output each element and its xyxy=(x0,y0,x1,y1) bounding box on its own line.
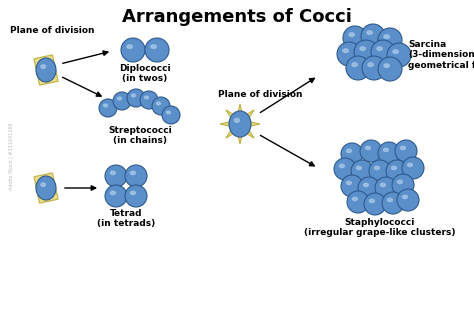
Ellipse shape xyxy=(378,28,402,52)
Ellipse shape xyxy=(103,104,108,107)
Ellipse shape xyxy=(131,94,136,97)
Text: Plane of division: Plane of division xyxy=(218,90,302,99)
Ellipse shape xyxy=(401,146,405,149)
Text: Diplococci
(in twos): Diplococci (in twos) xyxy=(119,64,171,83)
Ellipse shape xyxy=(395,140,417,162)
Ellipse shape xyxy=(356,166,361,170)
Ellipse shape xyxy=(383,148,388,152)
Ellipse shape xyxy=(156,102,161,105)
FancyBboxPatch shape xyxy=(34,173,58,203)
Ellipse shape xyxy=(362,56,386,80)
Ellipse shape xyxy=(402,157,424,179)
Ellipse shape xyxy=(140,91,158,109)
Ellipse shape xyxy=(343,26,367,50)
Ellipse shape xyxy=(110,191,115,195)
Ellipse shape xyxy=(368,63,374,66)
Ellipse shape xyxy=(378,142,400,164)
Ellipse shape xyxy=(377,47,383,51)
Ellipse shape xyxy=(369,160,391,182)
Ellipse shape xyxy=(365,146,370,149)
Ellipse shape xyxy=(145,38,169,62)
Ellipse shape xyxy=(127,89,145,107)
Ellipse shape xyxy=(347,191,369,213)
Ellipse shape xyxy=(387,198,392,202)
Ellipse shape xyxy=(162,106,180,124)
Ellipse shape xyxy=(349,33,355,36)
FancyBboxPatch shape xyxy=(34,55,58,85)
Ellipse shape xyxy=(337,42,361,66)
Ellipse shape xyxy=(392,174,414,196)
Text: Adobe Stock | #331641269: Adobe Stock | #331641269 xyxy=(8,122,13,190)
Text: Sarcina
(3-dimensional
geometrical forms): Sarcina (3-dimensional geometrical forms… xyxy=(408,40,474,70)
Ellipse shape xyxy=(361,24,385,48)
Ellipse shape xyxy=(358,177,380,199)
Ellipse shape xyxy=(375,177,397,199)
Ellipse shape xyxy=(346,149,351,153)
Ellipse shape xyxy=(341,175,363,197)
Ellipse shape xyxy=(130,191,136,195)
Ellipse shape xyxy=(127,45,132,48)
Ellipse shape xyxy=(41,65,46,69)
Ellipse shape xyxy=(110,171,115,174)
Ellipse shape xyxy=(384,35,389,39)
Ellipse shape xyxy=(397,189,419,211)
Ellipse shape xyxy=(334,158,356,180)
Ellipse shape xyxy=(105,165,127,187)
Ellipse shape xyxy=(351,160,373,182)
Ellipse shape xyxy=(393,50,398,53)
Ellipse shape xyxy=(360,140,382,162)
Ellipse shape xyxy=(121,38,145,62)
Ellipse shape xyxy=(354,40,378,64)
Ellipse shape xyxy=(364,183,368,186)
Ellipse shape xyxy=(374,166,379,170)
Ellipse shape xyxy=(378,57,402,81)
Ellipse shape xyxy=(99,99,117,117)
Ellipse shape xyxy=(118,97,121,100)
Ellipse shape xyxy=(41,183,46,186)
Ellipse shape xyxy=(384,64,389,67)
Ellipse shape xyxy=(352,63,357,66)
Ellipse shape xyxy=(382,192,404,214)
Ellipse shape xyxy=(125,185,147,207)
Ellipse shape xyxy=(229,111,251,137)
Text: Staphylococci
(irregular grape-like clusters): Staphylococci (irregular grape-like clus… xyxy=(304,218,456,237)
Ellipse shape xyxy=(341,143,363,165)
Ellipse shape xyxy=(343,49,348,52)
Ellipse shape xyxy=(130,171,136,174)
Text: Arrangements of Cocci: Arrangements of Cocci xyxy=(122,8,352,26)
Text: Plane of division: Plane of division xyxy=(10,26,94,35)
Ellipse shape xyxy=(392,166,396,170)
Ellipse shape xyxy=(166,111,171,114)
Ellipse shape xyxy=(339,164,345,167)
Ellipse shape xyxy=(346,181,351,185)
Ellipse shape xyxy=(367,31,373,34)
Ellipse shape xyxy=(386,160,408,182)
Polygon shape xyxy=(220,104,260,144)
Ellipse shape xyxy=(36,176,56,200)
Ellipse shape xyxy=(36,58,56,82)
Ellipse shape xyxy=(369,199,374,203)
Ellipse shape xyxy=(113,92,131,110)
Text: Tetrad
(in tetrads): Tetrad (in tetrads) xyxy=(97,209,155,228)
Ellipse shape xyxy=(235,118,239,122)
Ellipse shape xyxy=(364,193,386,215)
Ellipse shape xyxy=(397,180,402,184)
Ellipse shape xyxy=(381,183,385,186)
Ellipse shape xyxy=(408,163,412,167)
Ellipse shape xyxy=(371,40,395,64)
Text: Streptococci
(in chains): Streptococci (in chains) xyxy=(108,126,172,145)
Ellipse shape xyxy=(151,45,156,48)
Ellipse shape xyxy=(402,195,407,198)
Ellipse shape xyxy=(360,47,365,51)
Ellipse shape xyxy=(346,56,370,80)
Ellipse shape xyxy=(145,96,148,99)
Ellipse shape xyxy=(105,185,127,207)
Ellipse shape xyxy=(125,165,147,187)
Ellipse shape xyxy=(152,97,170,115)
Ellipse shape xyxy=(387,43,411,67)
Ellipse shape xyxy=(353,197,357,201)
